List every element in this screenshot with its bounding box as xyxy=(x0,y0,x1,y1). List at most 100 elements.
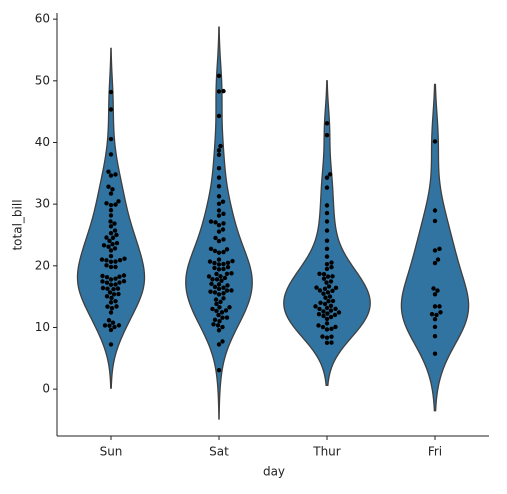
point xyxy=(432,316,438,322)
point xyxy=(117,274,122,279)
point xyxy=(333,285,339,291)
point xyxy=(220,227,226,232)
point xyxy=(328,303,334,309)
point xyxy=(208,219,214,224)
point xyxy=(434,312,439,318)
point xyxy=(324,321,330,326)
point xyxy=(216,175,222,180)
point xyxy=(216,267,222,272)
point xyxy=(110,187,115,192)
point xyxy=(329,265,334,270)
point xyxy=(108,264,114,270)
point xyxy=(318,300,323,306)
x-tick-label: Sat xyxy=(209,445,229,459)
point xyxy=(210,277,215,282)
point xyxy=(217,318,222,324)
point xyxy=(322,301,328,307)
point xyxy=(221,211,226,216)
y-tick-label: 30 xyxy=(35,197,50,211)
point xyxy=(107,238,112,243)
point xyxy=(216,328,222,333)
point xyxy=(324,203,330,208)
point xyxy=(321,313,326,319)
point xyxy=(432,351,438,356)
y-tick-label: 10 xyxy=(35,320,50,334)
point xyxy=(324,238,330,243)
point xyxy=(99,257,105,262)
violin xyxy=(400,83,470,412)
point xyxy=(104,235,109,240)
y-tick-label: 40 xyxy=(35,135,50,149)
point xyxy=(113,259,118,264)
point xyxy=(113,264,118,270)
point xyxy=(431,286,436,291)
point xyxy=(219,278,224,283)
point xyxy=(321,276,327,281)
point xyxy=(214,301,219,307)
point xyxy=(208,246,214,252)
point xyxy=(221,237,226,242)
point xyxy=(221,88,226,94)
point xyxy=(108,207,114,213)
point xyxy=(432,304,438,309)
point xyxy=(322,286,328,292)
point xyxy=(317,306,322,312)
point xyxy=(116,323,122,328)
point xyxy=(209,281,214,287)
point xyxy=(112,221,117,226)
point xyxy=(115,286,121,291)
point xyxy=(113,299,118,304)
point xyxy=(216,312,221,318)
point xyxy=(218,274,223,279)
point xyxy=(217,305,222,310)
point xyxy=(208,289,213,294)
point xyxy=(106,318,112,323)
point xyxy=(437,246,442,252)
point xyxy=(100,285,106,291)
point xyxy=(216,89,222,94)
point xyxy=(216,184,222,189)
point xyxy=(222,275,228,281)
point xyxy=(324,246,330,251)
point xyxy=(108,107,114,112)
point xyxy=(321,291,326,296)
point xyxy=(102,323,108,328)
point xyxy=(223,308,229,313)
point xyxy=(320,334,325,339)
point xyxy=(216,73,222,79)
x-axis-label: day xyxy=(263,465,285,479)
point xyxy=(216,229,222,234)
y-tick-label: 50 xyxy=(35,73,50,87)
point xyxy=(321,271,327,277)
point xyxy=(113,276,118,281)
point xyxy=(117,280,122,285)
point xyxy=(213,235,218,241)
point xyxy=(432,208,438,213)
point xyxy=(108,248,114,253)
point xyxy=(112,228,118,233)
point xyxy=(106,184,111,189)
point xyxy=(225,283,230,288)
point xyxy=(117,257,123,263)
point xyxy=(324,121,330,126)
point xyxy=(212,260,217,266)
point xyxy=(324,185,330,190)
point xyxy=(221,291,226,296)
point xyxy=(122,256,127,261)
y-tick-label: 20 xyxy=(35,258,50,272)
point xyxy=(106,169,111,174)
point xyxy=(216,113,222,119)
point xyxy=(108,191,114,196)
point xyxy=(108,89,114,95)
y-tick-label: 60 xyxy=(35,12,50,26)
point xyxy=(104,275,110,280)
point xyxy=(104,280,110,285)
point xyxy=(114,304,119,309)
point xyxy=(227,305,232,310)
point xyxy=(104,294,110,299)
point xyxy=(324,228,330,233)
point xyxy=(221,285,226,290)
point xyxy=(112,324,117,330)
y-tick-label: 0 xyxy=(42,382,50,396)
point xyxy=(216,152,222,157)
